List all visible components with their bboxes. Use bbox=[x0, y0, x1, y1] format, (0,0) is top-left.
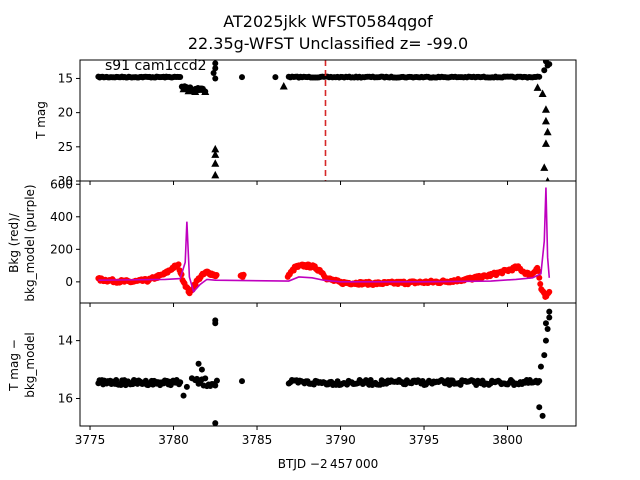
data-point bbox=[212, 382, 219, 389]
upper-limit-triangle bbox=[211, 144, 220, 153]
plot-area-middle bbox=[95, 187, 553, 300]
chart-title: AT2025jkk WFST0584qgof bbox=[223, 12, 433, 31]
data-point bbox=[198, 366, 205, 373]
background-point bbox=[537, 280, 544, 287]
data-point bbox=[212, 60, 219, 67]
middle-ylabel-line2: bkg_model (purple) bbox=[23, 184, 37, 301]
data-point bbox=[536, 404, 543, 411]
data-point bbox=[539, 412, 546, 419]
data-point bbox=[212, 75, 219, 82]
x-axis-label: BTJD −2 457 000 bbox=[278, 457, 378, 471]
panel-middle-background: 0 200 400 600 bbox=[50, 177, 577, 307]
y-tick-label: 400 bbox=[50, 210, 73, 224]
y-tick-label: 20 bbox=[58, 106, 73, 120]
data-point bbox=[541, 67, 548, 74]
data-point bbox=[177, 74, 184, 81]
upper-limit-triangle bbox=[533, 83, 542, 91]
data-point bbox=[537, 363, 544, 370]
middle-ylabel-line1: Bkg (red)/ bbox=[7, 212, 21, 273]
data-point bbox=[272, 74, 279, 81]
y-tick-label: 14 bbox=[58, 334, 73, 348]
data-point bbox=[544, 326, 551, 333]
upper-limit-triangle bbox=[184, 86, 193, 95]
upper-limit-triangle bbox=[545, 177, 550, 181]
background-point bbox=[536, 274, 543, 281]
upper-limit-triangle bbox=[541, 105, 550, 113]
x-tick-label: 3790 bbox=[325, 433, 356, 447]
background-point bbox=[213, 271, 220, 278]
background-point bbox=[238, 273, 245, 280]
data-point bbox=[238, 74, 245, 81]
panel-frame bbox=[79, 180, 577, 304]
upper-limit-triangle bbox=[179, 84, 188, 93]
plot-area-bottom bbox=[95, 308, 553, 426]
panel-frame bbox=[79, 302, 577, 427]
bottom-ylabel-line1: T mag − bbox=[7, 339, 21, 392]
sector-camera-annotation: s91 cam1ccd2 bbox=[105, 58, 207, 74]
upper-limit-triangle bbox=[211, 150, 220, 158]
background-model-line bbox=[98, 187, 551, 294]
x-tick-label: 3785 bbox=[242, 433, 273, 447]
upper-limit-triangle bbox=[201, 87, 210, 95]
x-tick-label: 3795 bbox=[409, 433, 440, 447]
background-point bbox=[175, 261, 182, 268]
data-point bbox=[536, 73, 543, 80]
data-point bbox=[238, 378, 245, 385]
y-tick-label: 200 bbox=[50, 242, 73, 256]
y-tick-label: 30 bbox=[58, 174, 73, 188]
y-tick-label: 0 bbox=[65, 275, 73, 289]
y-tick-label: 15 bbox=[58, 71, 73, 85]
bottom-ylabel-line2: bkg_model bbox=[23, 332, 37, 398]
background-point bbox=[546, 288, 553, 295]
upper-limit-triangle bbox=[541, 116, 550, 125]
data-point bbox=[202, 375, 209, 382]
data-point bbox=[546, 61, 553, 68]
data-point bbox=[195, 360, 202, 367]
panel-top-magnitude: 15 20 25 30 bbox=[58, 59, 577, 188]
upper-limit-triangle bbox=[540, 163, 549, 171]
y-tick-label: 600 bbox=[50, 177, 73, 191]
data-point bbox=[212, 320, 219, 327]
y-tick-label: 25 bbox=[58, 140, 73, 154]
data-point bbox=[212, 65, 219, 72]
x-tick-label: 3780 bbox=[158, 433, 189, 447]
data-point bbox=[212, 420, 219, 426]
data-point bbox=[542, 337, 549, 344]
background-point bbox=[535, 268, 542, 275]
data-point bbox=[213, 377, 220, 384]
data-point bbox=[180, 392, 187, 399]
upper-limit-triangle bbox=[196, 85, 205, 93]
data-point bbox=[210, 69, 217, 76]
upper-limit-triangle bbox=[538, 89, 547, 97]
x-tick-label: 3775 bbox=[75, 433, 106, 447]
data-point bbox=[541, 352, 548, 359]
y-tick-label: 16 bbox=[58, 392, 73, 406]
data-point bbox=[546, 314, 553, 321]
upper-limit-triangle bbox=[191, 87, 200, 95]
upper-limit-triangle bbox=[211, 159, 220, 167]
upper-limit-triangle bbox=[541, 139, 550, 147]
x-tick-label: 3800 bbox=[492, 433, 523, 447]
upper-limit-triangle bbox=[279, 81, 288, 90]
data-point bbox=[183, 383, 190, 390]
data-point bbox=[188, 375, 195, 382]
data-point bbox=[177, 379, 184, 386]
data-point bbox=[546, 308, 553, 315]
data-point bbox=[542, 320, 549, 327]
upper-limit-triangle bbox=[543, 127, 552, 136]
upper-limit-triangle bbox=[211, 170, 220, 179]
plot-area-top bbox=[95, 60, 553, 181]
panel-bottom-mag-minus-bkg: 14 16 3775 3780 3785 3790 3795 3800 bbox=[58, 302, 577, 447]
top-ylabel: T mag bbox=[34, 101, 48, 140]
data-point bbox=[536, 377, 543, 384]
chart-subtitle: 22.35g-WFST Unclassified z= -99.0 bbox=[188, 34, 468, 53]
